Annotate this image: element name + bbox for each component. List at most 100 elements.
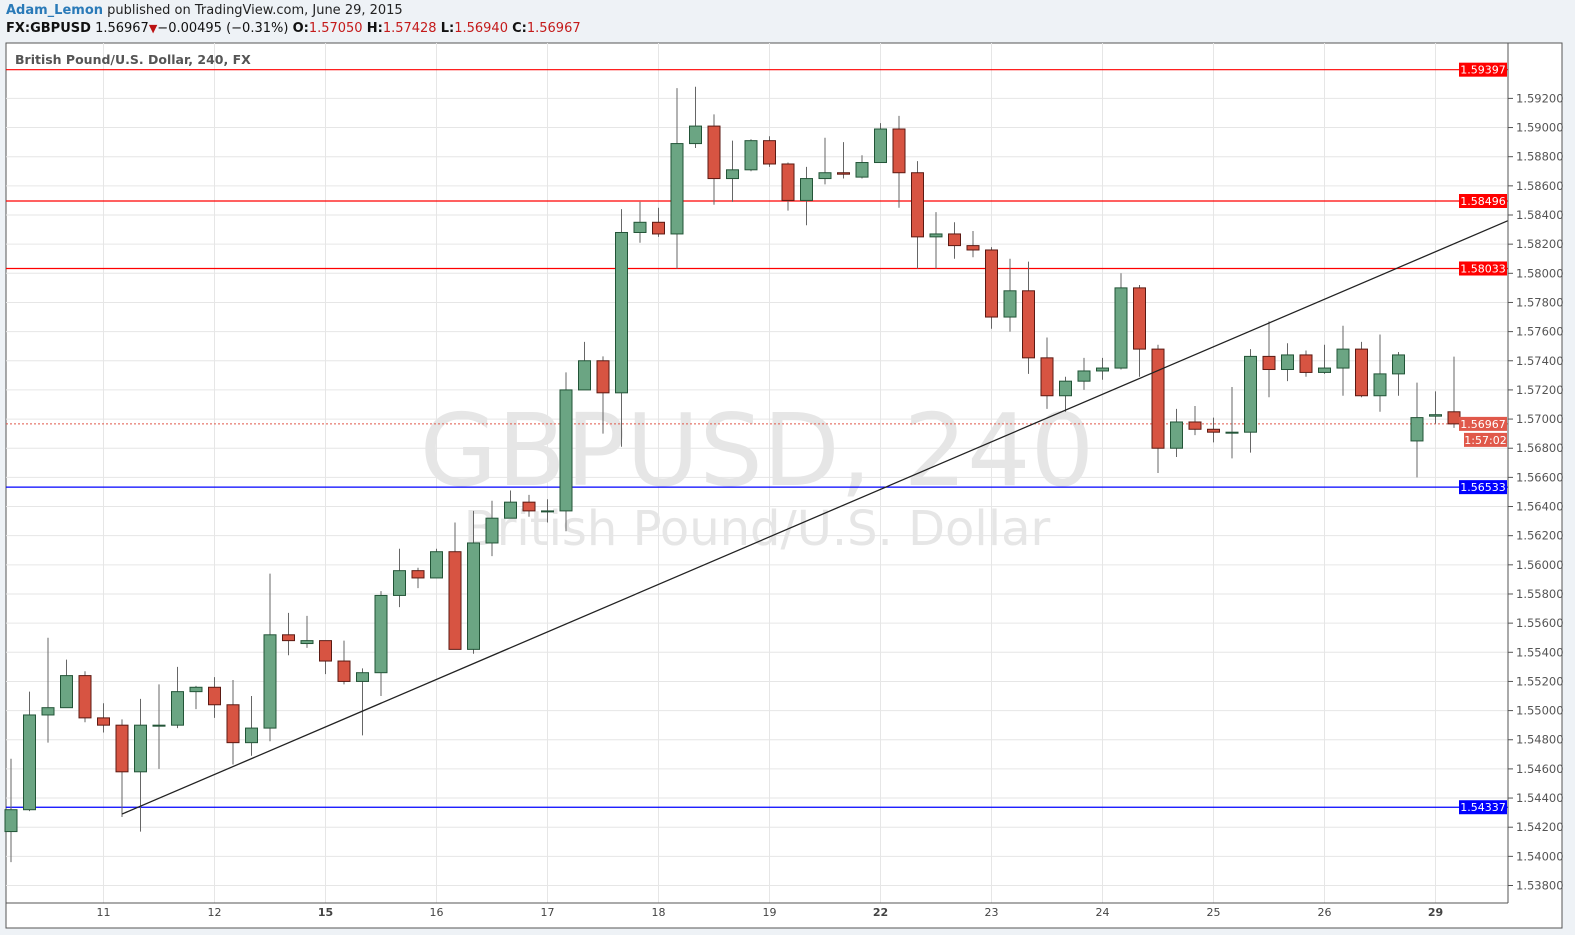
candle-down [1040,357,1054,397]
candle-up [60,675,73,709]
low-value: 1.56940 [454,21,508,36]
candle-down [1262,355,1276,371]
price-tick-label: 1.55400 [1516,645,1564,659]
last-price: 1.56967 [95,21,149,36]
close-label: C: [512,21,527,36]
resistance-price-label: 1.58496 [1460,195,1506,208]
candle-up [171,691,184,726]
price-tick-label: 1.54000 [1516,849,1564,863]
candle-down [1447,411,1461,425]
price-tick-label: 1.56800 [1516,441,1564,455]
date-tick-label: 26 [1318,906,1332,919]
candle-down [208,686,221,706]
resistance-price-label: 1.59397 [1460,64,1506,77]
price-tick-label: 1.57400 [1516,354,1564,368]
last-price-label-bg [1459,416,1507,431]
candle-up [929,233,943,238]
date-tick-label: 29 [1428,906,1443,919]
candle-down [892,128,906,174]
open-value: 1.57050 [308,21,363,36]
date-tick-label: 15 [318,906,333,919]
candle-up [485,517,499,544]
candle-up [1281,354,1294,371]
watermark-symbol: GBPUSD, 240 [420,392,1095,509]
trendline[interactable] [121,220,1508,815]
horizontal-lines [6,69,1508,808]
support-price-label: 1.56533 [1460,481,1506,494]
price-tick-label: 1.56200 [1516,529,1564,543]
candle-down [1207,428,1220,433]
price-tick-label: 1.55800 [1516,587,1564,601]
candle-down [522,501,536,512]
price-tick-label: 1.59000 [1516,121,1564,135]
countdown-label-bg [1464,432,1507,447]
candle-up [541,510,554,513]
price-axis[interactable]: 1.53800 1.54000 1.54200 1.54400 1.54600 1.548… [1508,91,1564,893]
high-value: 1.57428 [382,21,437,36]
candle-down [337,660,351,682]
candle-up [559,389,573,512]
price-tick-label: 1.55600 [1516,616,1564,630]
countdown-label: 1:57:02 [1464,434,1506,447]
candles [4,86,1461,863]
candle-up [1114,287,1128,369]
candle-down [911,172,924,238]
candle-up [633,221,647,233]
price-tick-label: 1.58400 [1516,208,1564,222]
candle-up [1059,380,1072,397]
candle-down [781,163,795,201]
price-tick-label: 1.57000 [1516,412,1564,426]
candle-up [504,501,517,519]
price-tick-label: 1.54800 [1516,733,1564,747]
price-tick-label: 1.56400 [1516,500,1564,514]
candle-up [1170,421,1183,449]
support-price-label: 1.54337 [1460,801,1506,814]
candle-up [874,128,887,164]
candle-down [97,717,110,726]
price-tick-label: 1.58800 [1516,150,1564,164]
candle-up [1373,373,1387,397]
candle-down [411,570,425,579]
candle-up [1318,367,1331,373]
resistance-price-label-bg [1459,261,1507,276]
candle-up [615,231,628,394]
candle-up [152,724,166,727]
date-tick-label: 23 [985,906,999,919]
price-tick-label: 1.57600 [1516,325,1564,339]
candle-up [1392,354,1405,375]
price-tick-label: 1.58200 [1516,237,1564,251]
price-tick-label: 1.57800 [1516,295,1564,309]
candle-down [78,675,92,719]
candle-up [818,172,832,180]
candle-down [1299,354,1313,373]
symbol: FX:GBPUSD [6,21,91,36]
candle-down [837,172,850,175]
price-labels: 1.59397 1.58496 1.58033 1.56533 1.54337 1.569… [1459,62,1507,815]
low-label: L: [440,21,455,36]
candle-up [393,570,406,596]
candle-up [1003,290,1017,318]
author-link[interactable]: Adam_Lemon [6,3,104,18]
candle-up [1336,348,1350,369]
resistance-price-label-bg [1459,194,1507,209]
candle-up [189,686,203,693]
price-tick-label: 1.53800 [1516,879,1564,893]
publish-info: Adam_Lemon published on TradingView.com,… [6,3,403,18]
candle-down [652,221,665,235]
candle-down [948,233,961,247]
candle-up [1410,417,1424,442]
candle-up [689,125,702,145]
last-price-label: 1.56967 [1460,418,1506,431]
price-tick-label: 1.58000 [1516,266,1564,280]
time-axis[interactable]: 11 12 15 16 17 18 19 22 23 24 25 26 29 [97,906,1444,919]
grid [6,43,1508,903]
high-label: H: [366,21,383,36]
price-tick-label: 1.54600 [1516,762,1564,776]
candle-up [356,672,369,682]
date-tick-label: 22 [873,906,888,919]
candle-up [41,707,55,716]
candle-up [245,727,258,744]
candle-down [319,640,332,662]
price-tick-label: 1.54200 [1516,820,1564,834]
